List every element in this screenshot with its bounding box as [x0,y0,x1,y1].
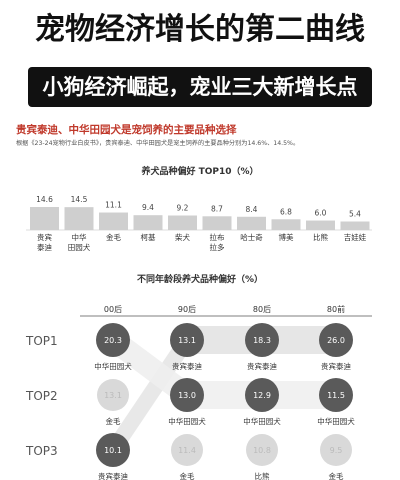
bubble-breed-label: 金毛 [329,471,344,480]
bubble-value: 11.4 [178,446,196,455]
bar [306,220,335,230]
bar-category-label: 柯基 [141,232,156,242]
bar [99,212,128,230]
bar-category-label: 金毛 [106,232,121,242]
bar-value-label: 14.6 [36,195,53,204]
bubble-value: 12.9 [253,391,271,400]
value-bubble [170,323,204,357]
bar-value-label: 6.8 [280,207,292,216]
bubble-value: 18.3 [253,336,271,345]
age-column-header: 80后 [253,304,271,314]
bar [202,216,232,230]
bubble-value: 10.1 [104,446,122,455]
rank-row-label: TOP2 [25,389,58,403]
subtitle-banner: 小狗经济崛起，宠业三大新增长点 [28,67,372,107]
bubble-value: 13.0 [178,391,196,400]
bar-category-label: 博美 [279,232,294,242]
value-bubble [96,433,130,467]
bubble-value: 20.3 [104,336,122,345]
rank-row-label: TOP1 [25,334,58,348]
bar-value-label: 8.4 [246,205,258,214]
age-preference-chart: 00后 90后 80后 80前 TOP1 TOP2 TOP3 20.3 中华田园犬 13.1 贵宾泰… [25,304,372,480]
value-bubble [246,434,278,466]
bubble-breed-label: 贵宾泰迪 [172,361,202,371]
bubble-breed-label: 中华田园犬 [94,361,132,371]
bubble-breed-label: 贵宾泰迪 [98,471,128,480]
age-column-header: 00后 [104,304,122,314]
bubble-breed-label: 中华田园犬 [317,416,355,426]
bubble-breed-label: 中华田园犬 [243,416,281,426]
bar [133,215,163,230]
source-note: 根据《23-24宠物行业白皮书》，贵宾泰迪、中华田园犬是宠主饲养的主要品种分别为… [16,140,300,147]
bar [340,221,370,230]
bar-category-label: 哈士奇 [240,232,263,242]
bubble-breed-label: 比熊 [255,471,270,480]
trend-band [113,326,187,409]
value-bubble [245,378,279,412]
bar-category-label: 贵宾 [37,232,52,242]
bubble-breed-label: 金毛 [106,416,121,426]
bar-value-label: 6.0 [315,209,327,218]
bubble-value: 26.0 [327,336,345,345]
age-chart-title: 不同年龄段养犬品种偏好（%） [136,275,264,285]
section-title: 贵宾泰迪、中华田园犬是宠饲养的主要品种选择 [16,124,237,136]
bar-value-label: 5.4 [349,209,361,218]
bubble-breed-label: 中华田园犬 [168,416,206,426]
bubble-value: 11.5 [327,391,345,400]
value-bubble [170,378,204,412]
value-bubble [320,434,352,466]
bar-category-label: 田园犬 [68,242,91,252]
bubble-breed-label: 贵宾泰迪 [321,361,351,371]
bubble-value: 10.8 [253,446,271,455]
bar-category-label: 柴犬 [175,232,190,242]
value-bubble [245,323,279,357]
bubble-value: 13.1 [178,336,196,345]
bar-category-label: 泰迪 [37,242,52,252]
trend-band [113,326,187,464]
value-bubble [171,434,203,466]
bar [30,207,59,230]
bar-chart: 14.6 贵宾泰迪 14.5 中华田园犬 11.1 金毛 9.4 柯基 9.2 柴犬 8.7 拉布拉多… [26,195,372,252]
bar [168,215,197,230]
value-bubble [319,323,353,357]
bar-value-label: 9.2 [177,204,189,213]
bar [237,216,266,230]
age-column-header: 90后 [178,304,196,314]
bar-category-label: 中华 [72,232,87,242]
value-bubble [97,379,129,411]
page-title: 宠物经济增长的第二曲线 [35,12,365,47]
bubble-breed-label: 贵宾泰迪 [247,361,277,371]
rank-row-label: TOP3 [25,444,58,458]
bar [271,219,301,230]
value-bubble [319,378,353,412]
bar-category-label: 比熊 [313,232,328,242]
bar-category-label: 拉多 [210,242,225,252]
bar-value-label: 9.4 [142,203,154,212]
bar-value-label: 14.5 [71,195,88,204]
bubble-breed-label: 金毛 [180,471,195,480]
bar-value-label: 11.1 [105,201,122,210]
bubble-value: 13.1 [104,391,122,400]
bar-category-label: 吉娃娃 [344,232,367,242]
age-column-header: 80前 [327,304,345,314]
value-bubble [96,323,130,357]
bar-value-label: 8.7 [211,204,223,213]
bar-category-label: 拉布 [210,232,225,242]
bar-chart-title: 养犬品种偏好 TOP10（%） [141,167,259,177]
bar [64,207,94,230]
bubble-value: 9.5 [330,446,343,455]
